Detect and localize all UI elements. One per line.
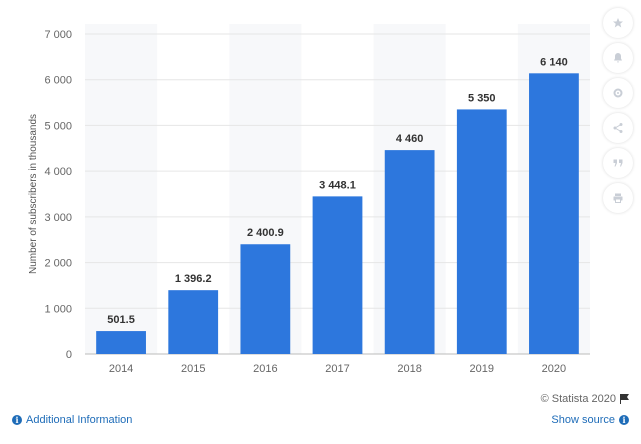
bar [96, 331, 146, 354]
bell-icon [614, 53, 622, 63]
data-label: 2 400.9 [247, 227, 284, 239]
x-tick-label: 2017 [325, 363, 349, 375]
y-axis-title: Number of subscribers in thousands [28, 114, 39, 274]
y-tick-label: 5 000 [44, 120, 72, 132]
y-tick-label: 3 000 [44, 212, 72, 224]
cite-button[interactable] [603, 148, 633, 178]
flag-icon [620, 394, 629, 404]
y-tick-label: 6 000 [44, 75, 72, 87]
bar-chart: 0 1 000 2 000 3 000 4 000 5 000 6 000 7 000 Numb… [28, 24, 590, 375]
x-tick-label: 2016 [253, 363, 277, 375]
additional-information-label: Additional Information [26, 414, 133, 426]
x-tick-label: 2019 [470, 363, 494, 375]
bar [529, 73, 579, 355]
notification-button[interactable] [603, 43, 633, 73]
data-label: 501.5 [107, 314, 135, 326]
y-tick-label: 1 000 [44, 303, 72, 315]
bar [168, 290, 219, 354]
y-tick-label: 7 000 [44, 29, 72, 41]
print-icon [613, 193, 623, 203]
statista-credit[interactable]: © Statista 2020 [541, 393, 629, 405]
y-tick-label: 0 [66, 349, 72, 361]
info-icon: i [12, 415, 22, 425]
bar [384, 150, 435, 354]
data-label: 5 350 [468, 92, 496, 104]
data-label: 3 448.1 [319, 179, 356, 191]
data-label: 6 140 [540, 56, 568, 68]
quote-icon [613, 159, 623, 167]
info-icon: i [619, 415, 629, 425]
y-tick-label: 2 000 [44, 258, 72, 270]
bar [240, 244, 291, 354]
data-label: 4 460 [396, 133, 424, 145]
y-tick-label: 4 000 [44, 166, 72, 178]
x-tick-label: 2014 [109, 363, 133, 375]
credit-text[interactable]: © Statista 2020 [540, 393, 616, 405]
share-icon [613, 123, 623, 133]
bar [312, 196, 363, 354]
show-source-link[interactable]: Show source i [551, 414, 629, 426]
gear-icon [613, 88, 623, 98]
column-band [85, 24, 158, 354]
x-tick-label: 2020 [542, 363, 566, 375]
data-label: 1 396.2 [175, 273, 212, 285]
favorite-button[interactable] [603, 8, 633, 38]
settings-button[interactable] [603, 78, 633, 108]
print-button[interactable] [603, 183, 633, 213]
share-button[interactable] [603, 113, 633, 143]
bar [456, 109, 507, 354]
star-icon [613, 18, 623, 28]
additional-information-link[interactable]: i Additional Information [12, 414, 132, 426]
show-source-label: Show source [551, 414, 615, 426]
x-tick-label: 2015 [181, 363, 205, 375]
x-tick-label: 2018 [397, 363, 421, 375]
chart-toolbar [603, 8, 633, 218]
chart-area: 0 1 000 2 000 3 000 4 000 5 000 6 000 7 000 Numb… [28, 24, 590, 375]
